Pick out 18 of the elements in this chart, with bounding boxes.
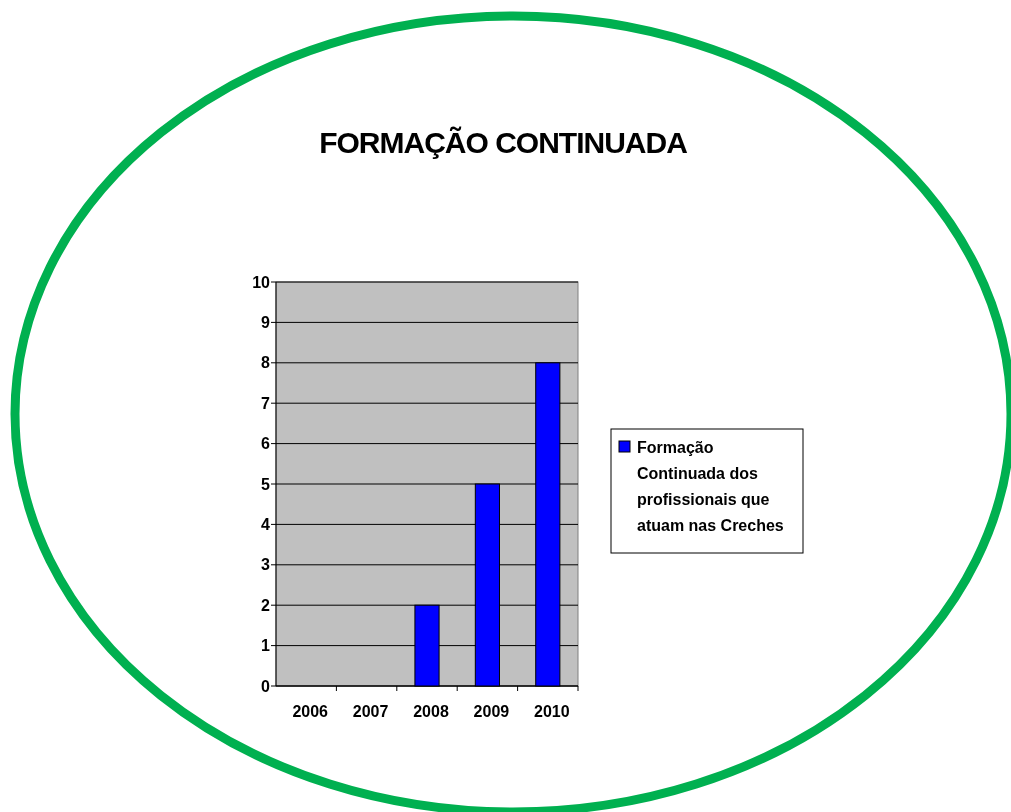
chart-title: FORMAÇÃO CONTINUADA [319,126,688,159]
y-tick-label: 6 [261,435,271,453]
y-tick-label: 10 [252,273,271,291]
y-tick-label: 4 [261,516,271,533]
y-tick-label: 1 [261,637,271,655]
y-tick-label: 2 [261,596,271,614]
y-tick-label: 8 [261,354,271,372]
y-tick-label: 9 [261,314,271,331]
x-tick-label: 2010 [534,703,570,720]
x-tick-label: 2007 [352,703,389,720]
x-tick-label: 2006 [292,703,329,720]
x-tick-label: 2009 [473,703,510,720]
y-tick-label: 7 [261,394,271,412]
y-tick-label: 0 [261,677,271,695]
legend-label: Formação Continuada dos profissionais que atuam nas Creches [637,439,784,534]
y-tick-label: 5 [261,475,271,493]
y-tick-label: 3 [261,556,271,574]
x-tick-label: 2008 [413,703,449,720]
